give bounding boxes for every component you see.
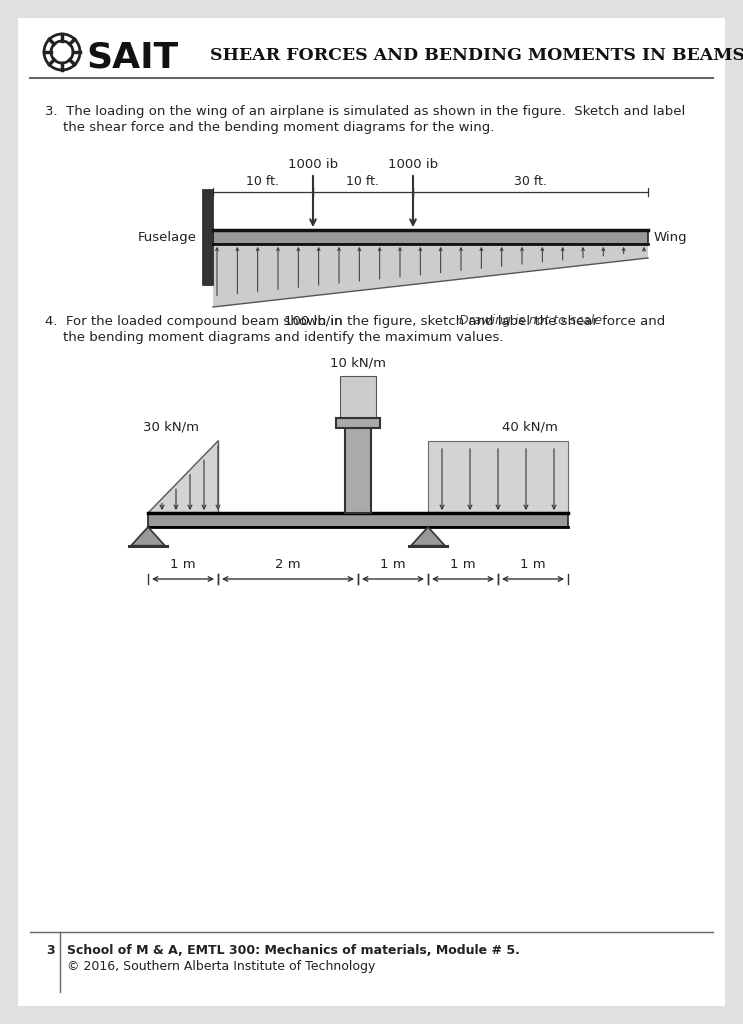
Text: Drawing is not to scale: Drawing is not to scale bbox=[459, 314, 602, 327]
Text: the bending moment diagrams and identify the maximum values.: the bending moment diagrams and identify… bbox=[63, 331, 504, 344]
Bar bbox=[336, 418, 380, 428]
Bar bbox=[202, 189, 213, 285]
Polygon shape bbox=[148, 513, 568, 527]
Text: 1 m: 1 m bbox=[450, 558, 476, 571]
Text: 3: 3 bbox=[46, 944, 55, 957]
Text: 100 lb/in: 100 lb/in bbox=[284, 314, 343, 327]
Polygon shape bbox=[428, 441, 568, 513]
Text: 40 kN/m: 40 kN/m bbox=[502, 420, 558, 433]
Text: the shear force and the bending moment diagrams for the wing.: the shear force and the bending moment d… bbox=[63, 121, 494, 134]
Text: SAIT: SAIT bbox=[86, 40, 178, 74]
Text: 2 m: 2 m bbox=[275, 558, 301, 571]
Text: 10 ft.: 10 ft. bbox=[346, 175, 380, 188]
Polygon shape bbox=[131, 527, 165, 546]
Text: 1 m: 1 m bbox=[170, 558, 196, 571]
Text: 3.  The loading on the wing of an airplane is simulated as shown in the figure. : 3. The loading on the wing of an airplan… bbox=[45, 105, 685, 118]
Bar bbox=[345, 428, 371, 513]
Polygon shape bbox=[213, 244, 648, 307]
Text: Fuselage: Fuselage bbox=[138, 230, 197, 244]
Text: 30 kN/m: 30 kN/m bbox=[143, 420, 199, 433]
Text: 30 ft.: 30 ft. bbox=[514, 175, 547, 188]
Text: 1 m: 1 m bbox=[380, 558, 406, 571]
Text: SHEAR FORCES AND BENDING MOMENTS IN BEAMS: SHEAR FORCES AND BENDING MOMENTS IN BEAM… bbox=[210, 47, 743, 65]
Polygon shape bbox=[213, 230, 648, 244]
Text: 1000 ib: 1000 ib bbox=[288, 158, 338, 171]
Text: 4.  For the loaded compound beam shown in the figure, sketch and label the shear: 4. For the loaded compound beam shown in… bbox=[45, 315, 665, 328]
Text: 10 ft.: 10 ft. bbox=[247, 175, 279, 188]
Polygon shape bbox=[411, 527, 445, 546]
Text: 1000 ib: 1000 ib bbox=[388, 158, 438, 171]
Polygon shape bbox=[148, 441, 218, 513]
Text: 1 m: 1 m bbox=[520, 558, 546, 571]
Text: Wing: Wing bbox=[654, 230, 687, 244]
Text: School of M & A, EMTL 300: Mechanics of materials, Module # 5.: School of M & A, EMTL 300: Mechanics of … bbox=[67, 944, 520, 957]
Text: © 2016, Southern Alberta Institute of Technology: © 2016, Southern Alberta Institute of Te… bbox=[67, 961, 375, 973]
Text: 10 kN/m: 10 kN/m bbox=[330, 356, 386, 369]
Polygon shape bbox=[340, 376, 376, 418]
